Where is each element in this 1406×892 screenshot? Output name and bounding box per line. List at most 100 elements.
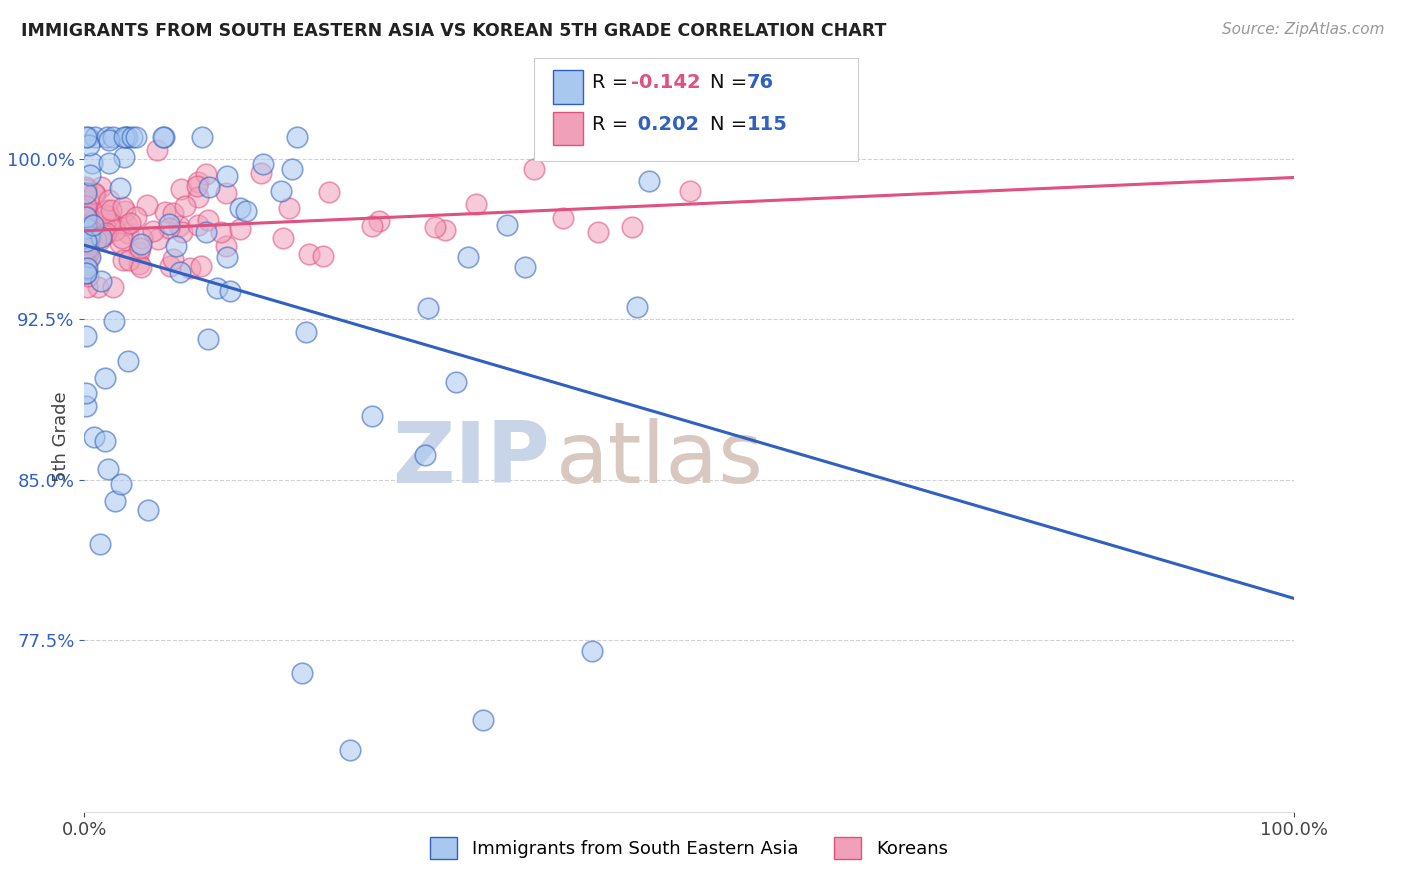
- Point: [75, 215, 97, 229]
- Point: [76, 193, 98, 207]
- Point: [84, 233, 107, 247]
- Point: [214, 186, 236, 201]
- Point: [75, 222, 97, 236]
- Text: -0.142: -0.142: [631, 73, 702, 93]
- Point: [89, 537, 111, 551]
- Point: [75, 199, 97, 213]
- Point: [297, 247, 319, 261]
- Point: [152, 130, 174, 145]
- Text: IMMIGRANTS FROM SOUTH EASTERN ASIA VS KOREAN 5TH GRADE CORRELATION CHART: IMMIGRANTS FROM SOUTH EASTERN ASIA VS KO…: [21, 22, 886, 40]
- Point: [111, 231, 134, 245]
- Point: [360, 409, 382, 424]
- Point: [280, 161, 302, 176]
- Point: [87, 280, 110, 294]
- Point: [252, 157, 274, 171]
- Point: [111, 200, 134, 214]
- Point: [77, 250, 100, 264]
- Point: [148, 232, 170, 246]
- Point: [153, 130, 176, 145]
- Point: [638, 174, 661, 188]
- Point: [418, 301, 440, 316]
- Point: [110, 477, 132, 491]
- Point: [75, 217, 97, 231]
- Point: [75, 210, 97, 224]
- Text: N =: N =: [710, 73, 754, 93]
- Point: [75, 186, 97, 201]
- Point: [318, 186, 340, 200]
- Text: R =: R =: [592, 73, 634, 93]
- Point: [75, 213, 97, 227]
- Point: [159, 259, 181, 273]
- Point: [79, 250, 101, 264]
- Point: [125, 210, 148, 224]
- Point: [75, 211, 97, 225]
- Point: [117, 227, 139, 241]
- Point: [75, 219, 97, 233]
- Point: [77, 137, 100, 152]
- Point: [96, 462, 118, 476]
- Point: [76, 261, 98, 276]
- Text: 115: 115: [747, 115, 787, 135]
- Point: [75, 234, 97, 248]
- Point: [75, 181, 97, 195]
- Point: [190, 259, 212, 273]
- Point: [128, 244, 150, 259]
- Point: [75, 329, 97, 343]
- Point: [187, 175, 209, 189]
- Point: [84, 130, 107, 145]
- Point: [75, 266, 97, 280]
- Point: [75, 399, 97, 413]
- Point: [76, 245, 98, 260]
- Point: [197, 180, 219, 194]
- Point: [76, 210, 98, 224]
- Point: [235, 204, 257, 219]
- Point: [551, 211, 574, 225]
- Point: [581, 644, 603, 658]
- Point: [75, 250, 97, 264]
- Point: [167, 219, 190, 233]
- Point: [457, 250, 479, 264]
- Point: [170, 182, 193, 196]
- Point: [361, 219, 384, 233]
- Point: [187, 218, 209, 232]
- Point: [94, 226, 117, 240]
- Point: [146, 143, 169, 157]
- Point: [82, 156, 104, 170]
- Point: [79, 220, 101, 235]
- Point: [169, 265, 191, 279]
- Point: [75, 233, 97, 247]
- Text: ZIP: ZIP: [392, 418, 550, 501]
- Point: [191, 130, 214, 145]
- Point: [79, 228, 101, 243]
- Point: [104, 223, 127, 237]
- Point: [90, 274, 112, 288]
- Point: [94, 208, 117, 222]
- Point: [271, 231, 294, 245]
- Point: [97, 133, 120, 147]
- Point: [291, 665, 314, 680]
- Point: [94, 434, 117, 449]
- Point: [621, 219, 644, 234]
- Point: [97, 194, 120, 208]
- Point: [76, 243, 98, 257]
- Point: [626, 301, 648, 315]
- Point: [98, 217, 121, 231]
- Point: [89, 233, 111, 247]
- Point: [174, 198, 197, 212]
- Point: [76, 236, 98, 251]
- Point: [79, 229, 101, 244]
- Point: [117, 130, 139, 145]
- Point: [523, 162, 546, 177]
- Point: [229, 221, 252, 235]
- Point: [218, 284, 240, 298]
- Text: 0.202: 0.202: [631, 115, 699, 135]
- Point: [121, 130, 143, 145]
- Point: [496, 218, 519, 232]
- Point: [277, 202, 299, 216]
- Point: [270, 184, 292, 198]
- Point: [96, 130, 118, 145]
- Point: [108, 236, 131, 251]
- Point: [101, 280, 124, 294]
- Point: [75, 198, 97, 212]
- Point: [413, 448, 436, 462]
